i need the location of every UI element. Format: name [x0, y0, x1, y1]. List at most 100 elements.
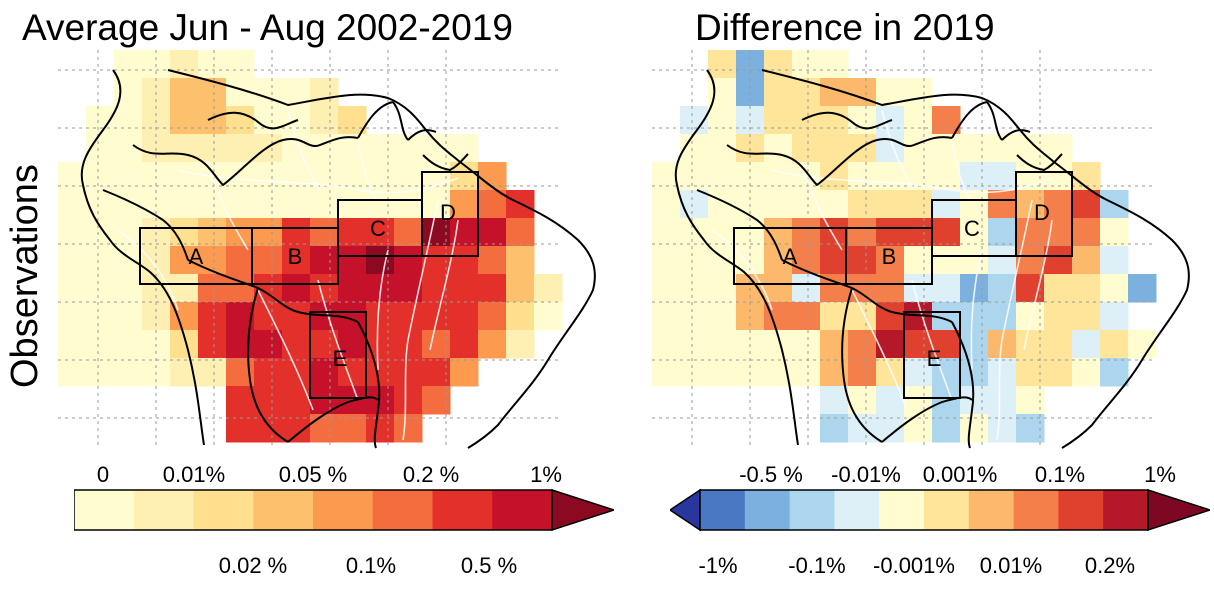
grid-cell	[792, 50, 821, 79]
grid-cell	[310, 190, 339, 219]
grid-cell	[1072, 190, 1101, 219]
grid-cell	[1128, 274, 1157, 303]
diff-tick-top-2: 0.001%	[922, 462, 998, 487]
grid-cell	[988, 414, 1017, 443]
grid-cell	[310, 414, 339, 443]
grid-cell	[478, 302, 507, 331]
row-label: Observations	[4, 164, 46, 388]
grid-cell	[960, 134, 989, 163]
grid-cell	[366, 414, 395, 443]
grid-cell	[708, 218, 737, 247]
right-panel-title: Difference in 2019	[695, 7, 995, 48]
grid-cell	[310, 78, 339, 107]
avg-tick-bottom-0: 0.02 %	[218, 553, 288, 578]
grid-cell	[848, 190, 877, 219]
border-line	[696, 189, 783, 261]
grid-cell	[198, 218, 227, 247]
grid-cell	[394, 274, 423, 303]
grid-cell	[848, 106, 877, 135]
grid-cell	[450, 330, 479, 359]
grid-cell	[226, 246, 255, 275]
grid-cell	[652, 190, 681, 219]
grid-cell	[876, 330, 905, 359]
river-line	[287, 109, 321, 191]
grid-cell	[366, 358, 395, 387]
grid-cell	[86, 274, 115, 303]
border-line	[841, 287, 883, 443]
grid-cell	[198, 274, 227, 303]
grid-cell	[338, 190, 367, 219]
difference-colorbar-swatch	[789, 490, 835, 530]
border-line	[357, 101, 437, 141]
grid-cell	[652, 302, 681, 331]
region-box-d	[421, 171, 479, 257]
grid-cell	[338, 218, 367, 247]
grid-cell	[904, 274, 933, 303]
region-box-e	[903, 311, 961, 399]
average-colorbar-swatch	[432, 490, 493, 530]
grid-cell	[338, 358, 367, 387]
diff-tick-top-4: 1%	[1144, 462, 1176, 487]
grid-cell	[680, 330, 709, 359]
river-line	[970, 249, 983, 371]
grid-cell	[876, 246, 905, 275]
average-rivers	[117, 109, 459, 441]
grid-cell	[310, 274, 339, 303]
grid-cell	[792, 274, 821, 303]
border-line	[951, 101, 1031, 141]
region-label-d: D	[440, 200, 456, 225]
grid-cell	[198, 78, 227, 107]
grid-cell	[820, 414, 849, 443]
region-label-b: B	[882, 244, 897, 269]
grid-cell	[820, 190, 849, 219]
grid-cell	[708, 190, 737, 219]
border-line	[674, 69, 799, 446]
border-line	[761, 69, 1190, 449]
grid-cell	[764, 134, 793, 163]
grid-cell	[114, 330, 143, 359]
grid-cell	[170, 190, 199, 219]
grid-cell	[932, 218, 961, 247]
grid-cell	[198, 50, 227, 79]
difference-borders	[674, 69, 1190, 449]
river-line	[911, 279, 953, 401]
grid-cell	[198, 134, 227, 163]
grid-cell	[988, 274, 1017, 303]
grid-cell	[1044, 330, 1073, 359]
region-label-a: A	[783, 244, 798, 269]
grid-cell	[1072, 358, 1101, 387]
border-line	[80, 69, 205, 446]
diff-tick-bottom-2: -0.001%	[873, 553, 955, 578]
diff-tick-bottom-0: -1%	[698, 553, 738, 578]
grid-cell	[478, 246, 507, 275]
grid-cell	[932, 330, 961, 359]
grid-cell	[366, 134, 395, 163]
grid-cell	[394, 358, 423, 387]
average-graticule	[58, 50, 558, 445]
average-colorbar-swatch	[193, 490, 254, 530]
grid-cell	[1072, 330, 1101, 359]
grid-cell	[708, 358, 737, 387]
difference-region-boxes: A B C D E	[733, 171, 1073, 399]
grid-cell	[792, 78, 821, 107]
border-line	[207, 111, 299, 130]
grid-cell	[904, 190, 933, 219]
grid-cell	[170, 78, 199, 107]
grid-cell	[310, 246, 339, 275]
grid-cell	[198, 358, 227, 387]
difference-map-panel: A B C D E	[652, 50, 1212, 450]
grid-cell	[366, 218, 395, 247]
region-label-d: D	[1034, 200, 1050, 225]
grid-cell	[170, 274, 199, 303]
grid-cell	[820, 246, 849, 275]
border-line	[951, 321, 975, 449]
average-map: A B C D E	[58, 50, 596, 449]
grid-cell	[478, 330, 507, 359]
grid-cell	[1044, 190, 1073, 219]
grid-cell	[226, 106, 255, 135]
grid-cell	[820, 134, 849, 163]
grid-cell	[282, 218, 311, 247]
river-line	[1023, 219, 1053, 351]
average-colorbar-swatch	[133, 490, 194, 530]
border-line	[422, 153, 469, 171]
